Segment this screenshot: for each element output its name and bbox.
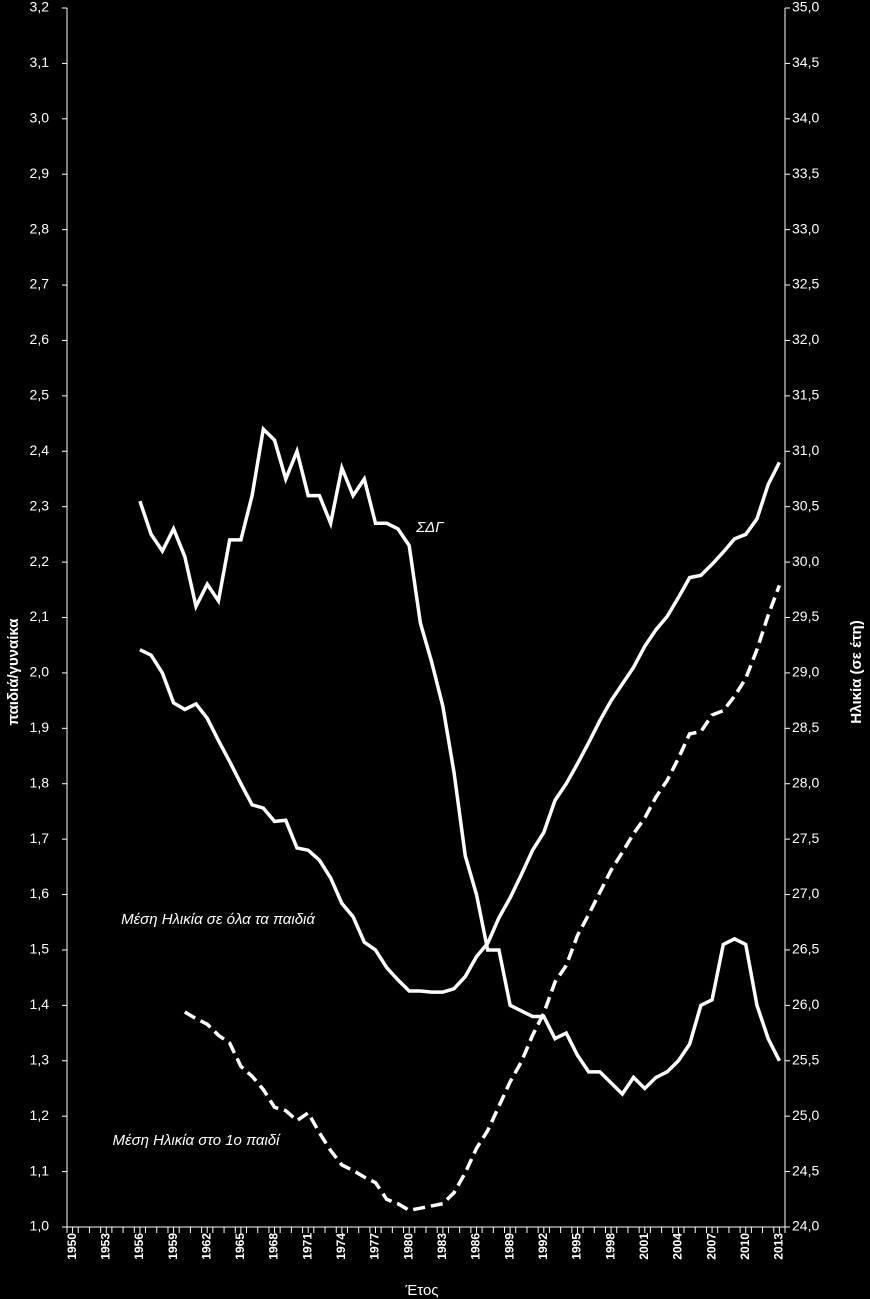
- y-tick-label: 1,1: [30, 1162, 50, 1178]
- y-tick-label: 3,2: [30, 0, 50, 15]
- y2-tick-label: 24,5: [792, 1162, 819, 1178]
- y-tick-label: 1,6: [30, 885, 50, 901]
- y-tick-label: 1,2: [30, 1107, 50, 1123]
- x-tick-label: 1995: [570, 1233, 584, 1260]
- y-tick-label: 2,3: [30, 497, 50, 513]
- y-tick-label: 2,7: [30, 276, 50, 292]
- x-tick-label: 2004: [671, 1233, 685, 1260]
- y-tick-label: 1,9: [30, 719, 50, 735]
- y-tick-label: 1,8: [30, 774, 50, 790]
- y2-tick-label: 27,5: [792, 830, 819, 846]
- x-tick-label: 1989: [502, 1233, 516, 1260]
- x-tick-label: 2001: [637, 1233, 651, 1260]
- y2-tick-label: 24,0: [792, 1218, 819, 1234]
- y-axis-title: παιδιά/γυναίκα: [5, 618, 22, 726]
- y2-tick-label: 30,0: [792, 553, 819, 569]
- series-line: [138, 425, 781, 1097]
- y-tick-label: 2,4: [30, 442, 50, 458]
- x-tick-label: 1971: [300, 1233, 314, 1260]
- y-tick-label: 1,0: [30, 1218, 50, 1234]
- series-label: Μέση Ηλικία σε όλα τα παιδιά: [121, 911, 315, 928]
- y2-tick-label: 31,5: [792, 387, 819, 403]
- x-tick-label: 1974: [334, 1233, 348, 1260]
- x-tick-label: 1980: [401, 1233, 415, 1260]
- x-tick-label: 2007: [704, 1233, 718, 1260]
- x-tick-label: 1983: [435, 1233, 449, 1260]
- x-tick-label: 1962: [199, 1233, 213, 1260]
- y-tick-label: 2,5: [30, 387, 50, 403]
- y2-tick-label: 33,0: [792, 220, 819, 236]
- x-axis-title: Έτος: [404, 1282, 438, 1299]
- x-tick-label: 1968: [267, 1233, 281, 1260]
- y2-tick-label: 28,5: [792, 719, 819, 735]
- y-tick-label: 1,7: [30, 830, 50, 846]
- x-tick-label: 1953: [98, 1233, 112, 1260]
- y-tick-label: 3,1: [30, 54, 50, 70]
- y-tick-label: 2,2: [30, 553, 50, 569]
- x-tick-label: 2010: [738, 1233, 752, 1260]
- y-tick-label: 2,9: [30, 165, 50, 181]
- x-tick-label: 1998: [603, 1233, 617, 1260]
- y-tick-label: 1,5: [30, 941, 50, 957]
- y2-tick-label: 26,0: [792, 996, 819, 1012]
- y2-tick-label: 30,5: [792, 497, 819, 513]
- y2-tick-label: 32,5: [792, 276, 819, 292]
- y-tick-label: 3,0: [30, 110, 50, 126]
- series-line: [139, 461, 781, 994]
- y2-tick-label: 25,5: [792, 1051, 819, 1067]
- y2-tick-label: 33,5: [792, 165, 819, 181]
- x-tick-label: 2013: [772, 1233, 786, 1260]
- x-tick-label: 1956: [132, 1233, 146, 1260]
- y2-tick-label: 34,0: [792, 110, 819, 126]
- x-tick-label: 1977: [368, 1233, 382, 1260]
- y-tick-label: 2,0: [30, 664, 50, 680]
- x-tick-label: 1950: [65, 1233, 79, 1260]
- x-tick-label: 1965: [233, 1233, 247, 1260]
- y2-tick-label: 26,5: [792, 941, 819, 957]
- y-tick-label: 1,4: [30, 996, 50, 1012]
- y2-tick-label: 27,0: [792, 885, 819, 901]
- y2-tick-label: 32,0: [792, 331, 819, 347]
- y2-tick-label: 25,0: [792, 1107, 819, 1123]
- y2-tick-label: 29,5: [792, 608, 819, 624]
- series-label: Μέση Ηλικία στο 1ο παιδί: [113, 1132, 282, 1149]
- y2-tick-label: 31,0: [792, 442, 819, 458]
- y2-tick-label: 29,0: [792, 664, 819, 680]
- series-label: ΣΔΓ: [415, 519, 445, 536]
- y2-tick-label: 35,0: [792, 0, 819, 15]
- y2-tick-label: 34,5: [792, 54, 819, 70]
- y-tick-label: 2,8: [30, 220, 50, 236]
- series-line: [183, 584, 782, 1213]
- y-tick-label: 2,6: [30, 331, 50, 347]
- x-tick-label: 1959: [166, 1233, 180, 1260]
- y-tick-label: 2,1: [30, 608, 50, 624]
- x-tick-label: 1992: [536, 1233, 550, 1260]
- y-tick-label: 1,3: [30, 1051, 50, 1067]
- y2-tick-label: 28,0: [792, 774, 819, 790]
- y2-axis-title: Ηλικία (σε έτη): [848, 620, 865, 723]
- x-tick-label: 1986: [469, 1233, 483, 1260]
